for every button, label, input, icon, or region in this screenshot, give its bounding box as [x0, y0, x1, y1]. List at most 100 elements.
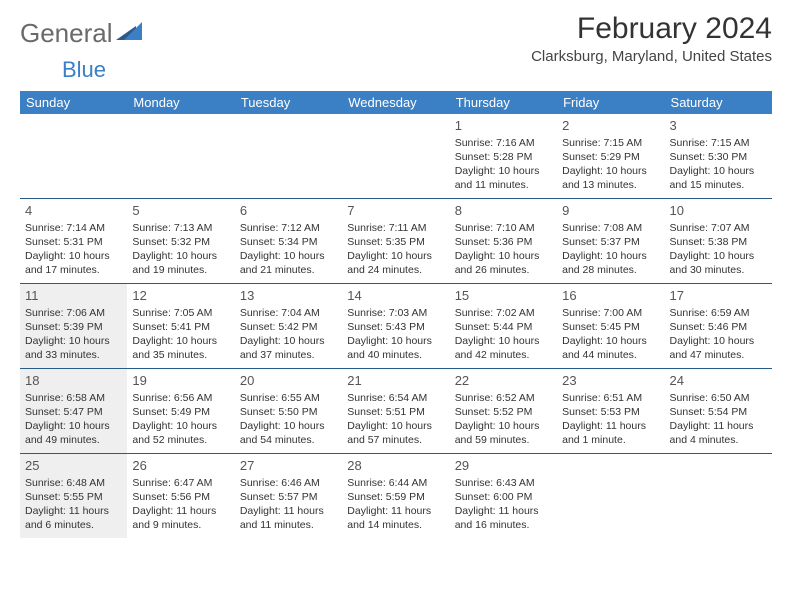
day-cell: 3Sunrise: 7:15 AMSunset: 5:30 PMDaylight… — [665, 114, 772, 198]
sunset-text: Sunset: 5:56 PM — [132, 490, 229, 504]
day-cell: 2Sunrise: 7:15 AMSunset: 5:29 PMDaylight… — [557, 114, 664, 198]
daylight-text: Daylight: 11 hours and 11 minutes. — [240, 504, 337, 532]
day-number: 15 — [455, 287, 552, 305]
day-number: 26 — [132, 457, 229, 475]
day-cell: 27Sunrise: 6:46 AMSunset: 5:57 PMDayligh… — [235, 454, 342, 538]
sunset-text: Sunset: 5:31 PM — [25, 235, 122, 249]
sunset-text: Sunset: 5:34 PM — [240, 235, 337, 249]
daylight-text: Daylight: 10 hours and 17 minutes. — [25, 249, 122, 277]
sunrise-text: Sunrise: 7:06 AM — [25, 306, 122, 320]
sunrise-text: Sunrise: 7:02 AM — [455, 306, 552, 320]
sunset-text: Sunset: 5:35 PM — [347, 235, 444, 249]
day-cell: 6Sunrise: 7:12 AMSunset: 5:34 PMDaylight… — [235, 199, 342, 283]
weekday-header: Tuesday — [235, 91, 342, 114]
daylight-text: Daylight: 10 hours and 40 minutes. — [347, 334, 444, 362]
sunrise-text: Sunrise: 7:12 AM — [240, 221, 337, 235]
sunrise-text: Sunrise: 6:59 AM — [670, 306, 767, 320]
logo-text-blue: Blue — [62, 57, 106, 83]
day-cell: 19Sunrise: 6:56 AMSunset: 5:49 PMDayligh… — [127, 369, 234, 453]
day-number: 20 — [240, 372, 337, 390]
daylight-text: Daylight: 10 hours and 11 minutes. — [455, 164, 552, 192]
daylight-text: Daylight: 11 hours and 6 minutes. — [25, 504, 122, 532]
day-cell — [557, 454, 664, 538]
day-number: 28 — [347, 457, 444, 475]
weeks-container: 1Sunrise: 7:16 AMSunset: 5:28 PMDaylight… — [20, 114, 772, 538]
sunset-text: Sunset: 5:37 PM — [562, 235, 659, 249]
daylight-text: Daylight: 10 hours and 49 minutes. — [25, 419, 122, 447]
day-cell — [235, 114, 342, 198]
week-row: 11Sunrise: 7:06 AMSunset: 5:39 PM Dayligh… — [20, 283, 772, 368]
day-cell: 5Sunrise: 7:13 AMSunset: 5:32 PMDaylight… — [127, 199, 234, 283]
day-cell: 11Sunrise: 7:06 AMSunset: 5:39 PMDayligh… — [20, 284, 127, 368]
sunrise-text: Sunrise: 7:08 AM — [562, 221, 659, 235]
day-number: 2 — [562, 117, 659, 135]
sunrise-text: Sunrise: 7:03 AM — [347, 306, 444, 320]
sunset-text: Sunset: 5:46 PM — [670, 320, 767, 334]
daylight-text: Daylight: 11 hours and 1 minute. — [562, 419, 659, 447]
day-number: 6 — [240, 202, 337, 220]
day-number: 17 — [670, 287, 767, 305]
sunset-text: Sunset: 5:38 PM — [670, 235, 767, 249]
day-cell — [127, 114, 234, 198]
daylight-text: Daylight: 11 hours and 14 minutes. — [347, 504, 444, 532]
day-cell: 24Sunrise: 6:50 AMSunset: 5:54 PMDayligh… — [665, 369, 772, 453]
day-number: 4 — [25, 202, 122, 220]
day-number: 22 — [455, 372, 552, 390]
day-number: 12 — [132, 287, 229, 305]
day-number: 18 — [25, 372, 122, 390]
daylight-text: Daylight: 10 hours and 24 minutes. — [347, 249, 444, 277]
sunset-text: Sunset: 5:50 PM — [240, 405, 337, 419]
day-number: 5 — [132, 202, 229, 220]
weekday-header: Sunday — [20, 91, 127, 114]
sunrise-text: Sunrise: 6:58 AM — [25, 391, 122, 405]
sunset-text: Sunset: 5:47 PM — [25, 405, 122, 419]
sunset-text: Sunset: 5:39 PM — [25, 320, 122, 334]
day-cell — [20, 114, 127, 198]
month-title: February 2024 — [531, 12, 772, 46]
daylight-text: Daylight: 10 hours and 54 minutes. — [240, 419, 337, 447]
logo: General — [20, 12, 142, 49]
day-number: 13 — [240, 287, 337, 305]
daylight-text: Daylight: 10 hours and 52 minutes. — [132, 419, 229, 447]
calendar: Sunday Monday Tuesday Wednesday Thursday… — [20, 91, 772, 538]
day-cell: 26Sunrise: 6:47 AMSunset: 5:56 PMDayligh… — [127, 454, 234, 538]
day-cell: 7Sunrise: 7:11 AMSunset: 5:35 PMDaylight… — [342, 199, 449, 283]
day-cell: 21Sunrise: 6:54 AMSunset: 5:51 PMDayligh… — [342, 369, 449, 453]
sunset-text: Sunset: 5:30 PM — [670, 150, 767, 164]
sunrise-text: Sunrise: 6:50 AM — [670, 391, 767, 405]
logo-triangle-icon — [116, 18, 142, 49]
weekday-header: Saturday — [665, 91, 772, 114]
daylight-text: Daylight: 10 hours and 26 minutes. — [455, 249, 552, 277]
sunset-text: Sunset: 5:43 PM — [347, 320, 444, 334]
day-cell: 12Sunrise: 7:05 AMSunset: 5:41 PMDayligh… — [127, 284, 234, 368]
day-number: 23 — [562, 372, 659, 390]
sunrise-text: Sunrise: 6:48 AM — [25, 476, 122, 490]
day-cell — [342, 114, 449, 198]
sunrise-text: Sunrise: 7:04 AM — [240, 306, 337, 320]
sunset-text: Sunset: 5:57 PM — [240, 490, 337, 504]
sunset-text: Sunset: 5:44 PM — [455, 320, 552, 334]
day-number: 11 — [25, 287, 122, 305]
week-row: 1Sunrise: 7:16 AMSunset: 5:28 PMDaylight… — [20, 114, 772, 198]
sunrise-text: Sunrise: 6:47 AM — [132, 476, 229, 490]
day-cell — [665, 454, 772, 538]
day-cell: 23Sunrise: 6:51 AMSunset: 5:53 PMDayligh… — [557, 369, 664, 453]
sunrise-text: Sunrise: 6:55 AM — [240, 391, 337, 405]
daylight-text: Daylight: 10 hours and 35 minutes. — [132, 334, 229, 362]
daylight-text: Daylight: 10 hours and 37 minutes. — [240, 334, 337, 362]
weekday-header: Wednesday — [342, 91, 449, 114]
day-cell: 25Sunrise: 6:48 AMSunset: 5:55 PMDayligh… — [20, 454, 127, 538]
day-number: 25 — [25, 457, 122, 475]
day-cell: 18Sunrise: 6:58 AMSunset: 5:47 PMDayligh… — [20, 369, 127, 453]
week-row: 4Sunrise: 7:14 AMSunset: 5:31 PMDaylight… — [20, 198, 772, 283]
sunset-text: Sunset: 5:29 PM — [562, 150, 659, 164]
day-number: 1 — [455, 117, 552, 135]
day-cell: 16Sunrise: 7:00 AMSunset: 5:45 PMDayligh… — [557, 284, 664, 368]
weekday-header-row: Sunday Monday Tuesday Wednesday Thursday… — [20, 91, 772, 114]
day-cell: 17Sunrise: 6:59 AMSunset: 5:46 PMDayligh… — [665, 284, 772, 368]
sunset-text: Sunset: 5:41 PM — [132, 320, 229, 334]
day-cell: 8Sunrise: 7:10 AMSunset: 5:36 PMDaylight… — [450, 199, 557, 283]
daylight-text: Daylight: 10 hours and 21 minutes. — [240, 249, 337, 277]
day-number: 19 — [132, 372, 229, 390]
day-cell: 15Sunrise: 7:02 AMSunset: 5:44 PMDayligh… — [450, 284, 557, 368]
